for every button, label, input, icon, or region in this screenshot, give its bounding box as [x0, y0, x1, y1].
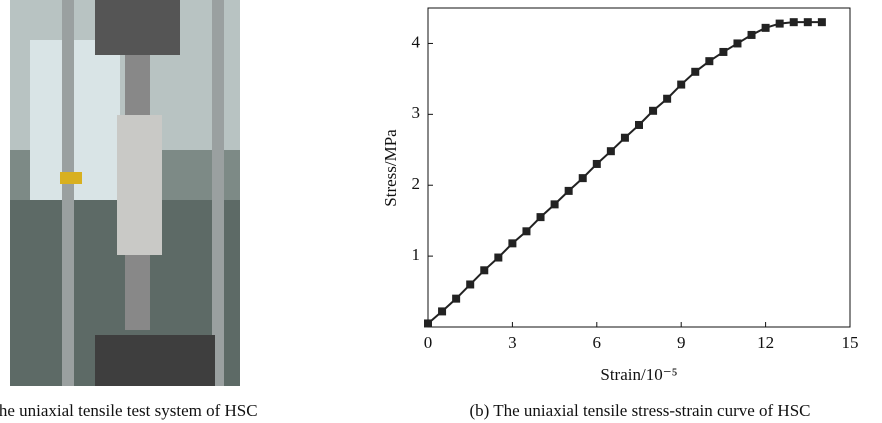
- y-tick-label: 3: [412, 103, 421, 122]
- data-point: [536, 213, 545, 222]
- data-point: [663, 94, 672, 103]
- data-point: [494, 253, 503, 262]
- x-tick-label: 0: [424, 333, 433, 352]
- data-point: [705, 57, 714, 66]
- data-point: [550, 200, 559, 209]
- data-point: [719, 47, 728, 56]
- y-tick-label: 4: [412, 32, 421, 51]
- data-point: [747, 30, 756, 39]
- y-tick-label: 2: [412, 174, 421, 193]
- data-point: [649, 106, 658, 115]
- x-tick-label: 9: [677, 333, 686, 352]
- y-tick-label: 1: [412, 245, 421, 264]
- data-point: [564, 186, 573, 195]
- data-point: [677, 80, 686, 89]
- data-point: [761, 23, 770, 32]
- data-point: [452, 294, 461, 303]
- data-point: [691, 67, 700, 76]
- data-point: [578, 174, 587, 183]
- data-point: [466, 280, 475, 289]
- data-line: [427, 21, 822, 325]
- photo: [10, 0, 240, 386]
- data-point: [606, 147, 615, 156]
- data-point: [438, 307, 447, 316]
- x-tick-label: 6: [593, 333, 602, 352]
- caption: The uniaxial tensile test system of HSC: [0, 401, 258, 420]
- data-point: [817, 18, 826, 27]
- x-tick-label: 12: [757, 333, 774, 352]
- data-point: [635, 120, 643, 129]
- x-axis-label: Strain/10⁻⁵: [600, 365, 677, 384]
- data-point: [424, 319, 432, 328]
- x-tick-label: 15: [842, 333, 859, 352]
- plot-frame: [427, 7, 851, 328]
- x-tick-label: 3: [508, 333, 517, 352]
- data-point: [592, 159, 601, 168]
- data-point: [775, 19, 784, 28]
- caption: (b) The uniaxial tensile stress-strain c…: [469, 401, 810, 420]
- y-axis-label: Stress/MPa: [381, 129, 400, 207]
- data-point: [733, 39, 742, 48]
- data-point: [508, 239, 517, 248]
- data-point: [803, 18, 812, 27]
- data-point: [620, 133, 629, 142]
- data-point: [480, 266, 489, 275]
- data-point: [522, 227, 531, 236]
- data-point: [789, 18, 798, 27]
